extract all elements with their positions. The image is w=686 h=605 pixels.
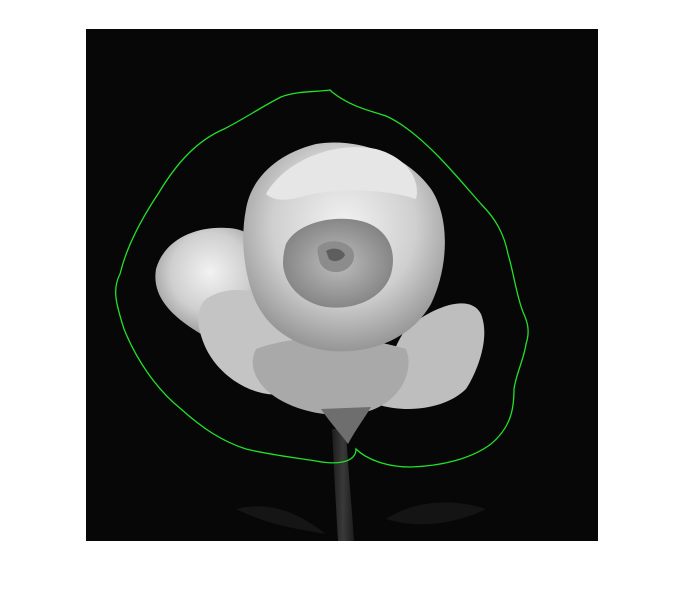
stem [332,429,354,541]
petal-bottom [252,337,409,415]
leaf-right [386,502,486,525]
rose-image [86,29,598,541]
leaf-left [236,506,326,534]
rose-center-core [326,248,345,262]
petal-top [266,147,417,200]
sepal [321,407,371,444]
segmentation-contour [114,89,529,468]
image-frame [86,29,598,541]
